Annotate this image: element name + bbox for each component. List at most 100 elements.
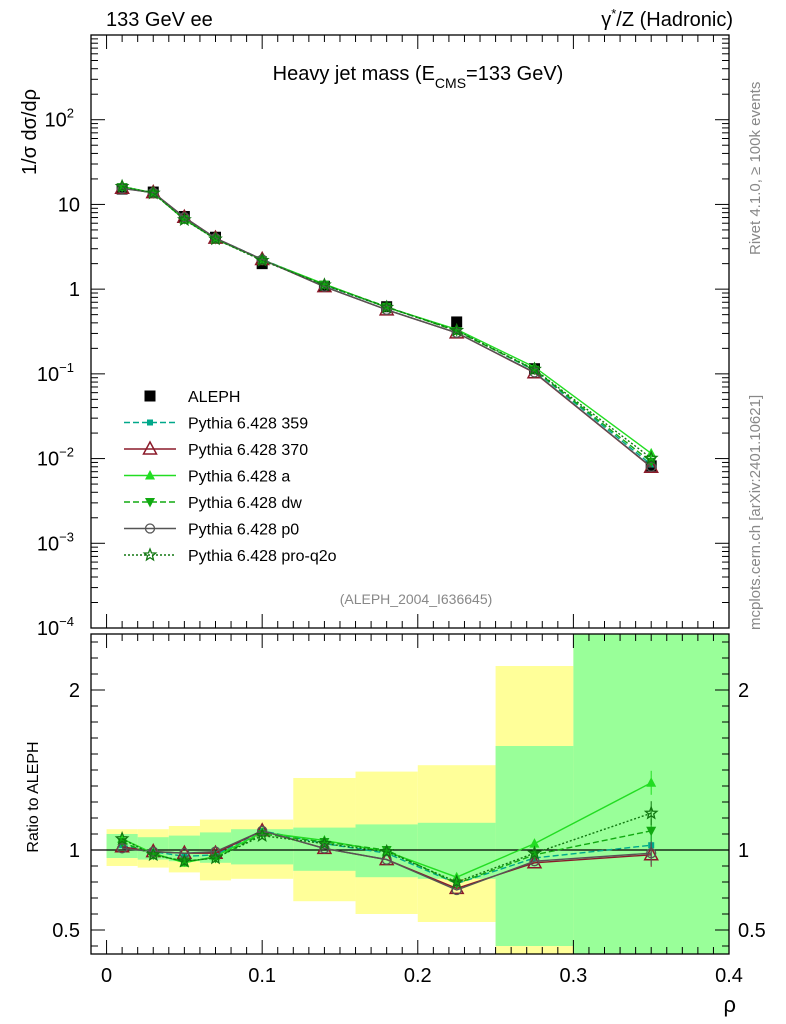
x-tick-label: 0.2 — [404, 965, 432, 987]
ratio-panel: 0.5 0.5 1 1 2 2 0 0.1 0.2 0.3 0.4 Ratio to ALEPH ρ — [25, 633, 766, 1017]
legend-label-pq2o: Pythia 6.428 pro-q2o — [188, 548, 337, 565]
ratio-point-pq2o — [145, 847, 161, 862]
series-pq2o — [114, 178, 659, 465]
ratio-point-pp0 — [210, 846, 221, 857]
ratio-point-pq2o — [317, 835, 332, 850]
ratio-frame — [90, 633, 730, 955]
legend-label-p370: Pythia 6.428 370 — [188, 442, 308, 459]
legend: ALEPH Pythia 6.428 359 Pythia 6.428 370 Pyt… — [124, 389, 337, 565]
point-pq2o — [643, 450, 659, 465]
analysis-watermark: (ALEPH_2004_I636645) — [340, 591, 493, 607]
legend-item-pq2o: Pythia 6.428 pro-q2o — [124, 547, 337, 565]
legend-marker-pq2o — [142, 547, 158, 562]
point-pq2o — [449, 322, 465, 337]
x-axis-label: ρ — [723, 992, 736, 1017]
y-tick-label: 102 — [45, 106, 74, 132]
ratio-point-pq2o — [114, 831, 130, 846]
legend-item-pp0: Pythia 6.428 p0 — [124, 522, 299, 539]
legend-marker-p359 — [147, 419, 153, 426]
x-tick-label: 0 — [101, 965, 112, 987]
ratio-point-pdw — [381, 846, 392, 856]
legend-item-p370: Pythia 6.428 370 — [124, 440, 308, 459]
point-pq2o — [317, 277, 332, 292]
legend-marker-data — [144, 390, 156, 402]
ratio-point-pq2o — [208, 850, 223, 865]
ratio-line-p359 — [121, 830, 652, 885]
legend-label-pp0: Pythia 6.428 p0 — [188, 522, 299, 539]
mcplots-label: mcplots.cern.ch [arXiv:2401.10621] — [747, 395, 764, 630]
ratio-point-pp0 — [646, 848, 657, 859]
y-tick-label: 10−1 — [37, 360, 74, 386]
legend-marker-pp0 — [144, 523, 156, 534]
band-stat — [293, 827, 356, 871]
point-pq2o — [177, 211, 192, 227]
point-pp0 — [116, 183, 128, 194]
ratio-y-tick-label: 1 — [69, 840, 80, 862]
legend-label-pdw: Pythia 6.428 dw — [188, 495, 302, 512]
point-pdw — [117, 183, 128, 193]
legend-label-pa: Pythia 6.428 a — [188, 469, 290, 486]
series-line-pp0 — [122, 187, 652, 468]
point-pq2o — [379, 299, 395, 314]
main-panel: Heavy jet mass (ECMS=133 GeV) 1/σ dσ/dρ … — [19, 34, 730, 640]
legend-item-pa: Pythia 6.428 a — [124, 469, 290, 486]
ratio-point-pp0 — [116, 843, 128, 854]
ratio-point-pq2o — [449, 874, 465, 889]
main-frame — [90, 34, 730, 629]
legend-label-p359: Pythia 6.428 359 — [188, 416, 308, 433]
point-pq2o — [145, 185, 161, 200]
y-tick-label: 10−3 — [37, 529, 74, 555]
ratio-point-pp0 — [529, 856, 540, 867]
point-pp0 — [646, 461, 657, 472]
x-tick-label: 0.1 — [248, 965, 276, 987]
y-tick-label: 1 — [69, 279, 80, 301]
series-line-pq2o — [121, 185, 652, 459]
ratio-point-pdw — [646, 826, 657, 837]
ratio-point-pp0 — [179, 848, 190, 859]
ratio-series-pq2o — [114, 801, 659, 889]
ratio-point-pq2o — [254, 827, 270, 842]
legend-item-pdw: Pythia 6.428 dw — [124, 495, 302, 512]
y-tick-label: 10 — [58, 194, 80, 216]
ratio-y-tick-label-right: 0.5 — [738, 920, 766, 942]
x-tick-label: 0.4 — [715, 965, 743, 987]
ratio-y-tick-label-right: 1 — [738, 840, 749, 862]
ratio-line-pq2o — [121, 812, 652, 883]
plot-title: Heavy jet mass (ECMS=133 GeV) — [273, 63, 564, 91]
main-ylabel: 1/σ dσ/dρ — [19, 89, 41, 175]
ratio-point-pp0 — [381, 854, 392, 865]
band-stat — [417, 822, 496, 879]
ratio-y-tick-label-right: 2 — [738, 680, 749, 702]
ratio-ylabel: Ratio to ALEPH — [25, 741, 42, 852]
point-pp0 — [529, 367, 540, 378]
legend-marker-p370 — [142, 440, 158, 455]
ratio-point-pdw — [319, 838, 330, 848]
point-pq2o — [254, 252, 270, 267]
legend-marker-pdw — [145, 498, 155, 508]
legend-marker-pa — [145, 470, 155, 480]
legend-label-data: ALEPH — [188, 389, 240, 406]
point-data — [451, 316, 463, 328]
ratio-point-pq2o — [379, 843, 395, 858]
point-p370 — [643, 458, 659, 473]
ratio-point-pa — [529, 838, 540, 848]
point-pq2o — [208, 231, 223, 246]
ratio-line-pdw — [121, 830, 652, 885]
point-pq2o — [114, 178, 130, 193]
series-line-pa — [121, 185, 652, 454]
header-left: 133 GeV ee — [106, 9, 213, 31]
point-pq2o — [527, 361, 542, 376]
y-tick-label: 10−4 — [37, 614, 74, 640]
ratio-point-pq2o — [643, 805, 659, 820]
legend-item-data: ALEPH — [144, 389, 240, 406]
point-pp0 — [381, 304, 392, 315]
ratio-point-pq2o — [177, 853, 192, 868]
ratio-point-pp0 — [148, 846, 159, 857]
ratio-y-tick-label: 2 — [69, 680, 80, 702]
ratio-point-pp0 — [451, 884, 462, 896]
header-right: γ*/Z (Hadronic) — [601, 6, 733, 31]
ratio-point-pa — [646, 777, 657, 787]
uncertainty-bands — [106, 634, 729, 954]
x-tick-label: 0.3 — [559, 965, 587, 987]
ratio-point-pq2o — [527, 845, 542, 860]
